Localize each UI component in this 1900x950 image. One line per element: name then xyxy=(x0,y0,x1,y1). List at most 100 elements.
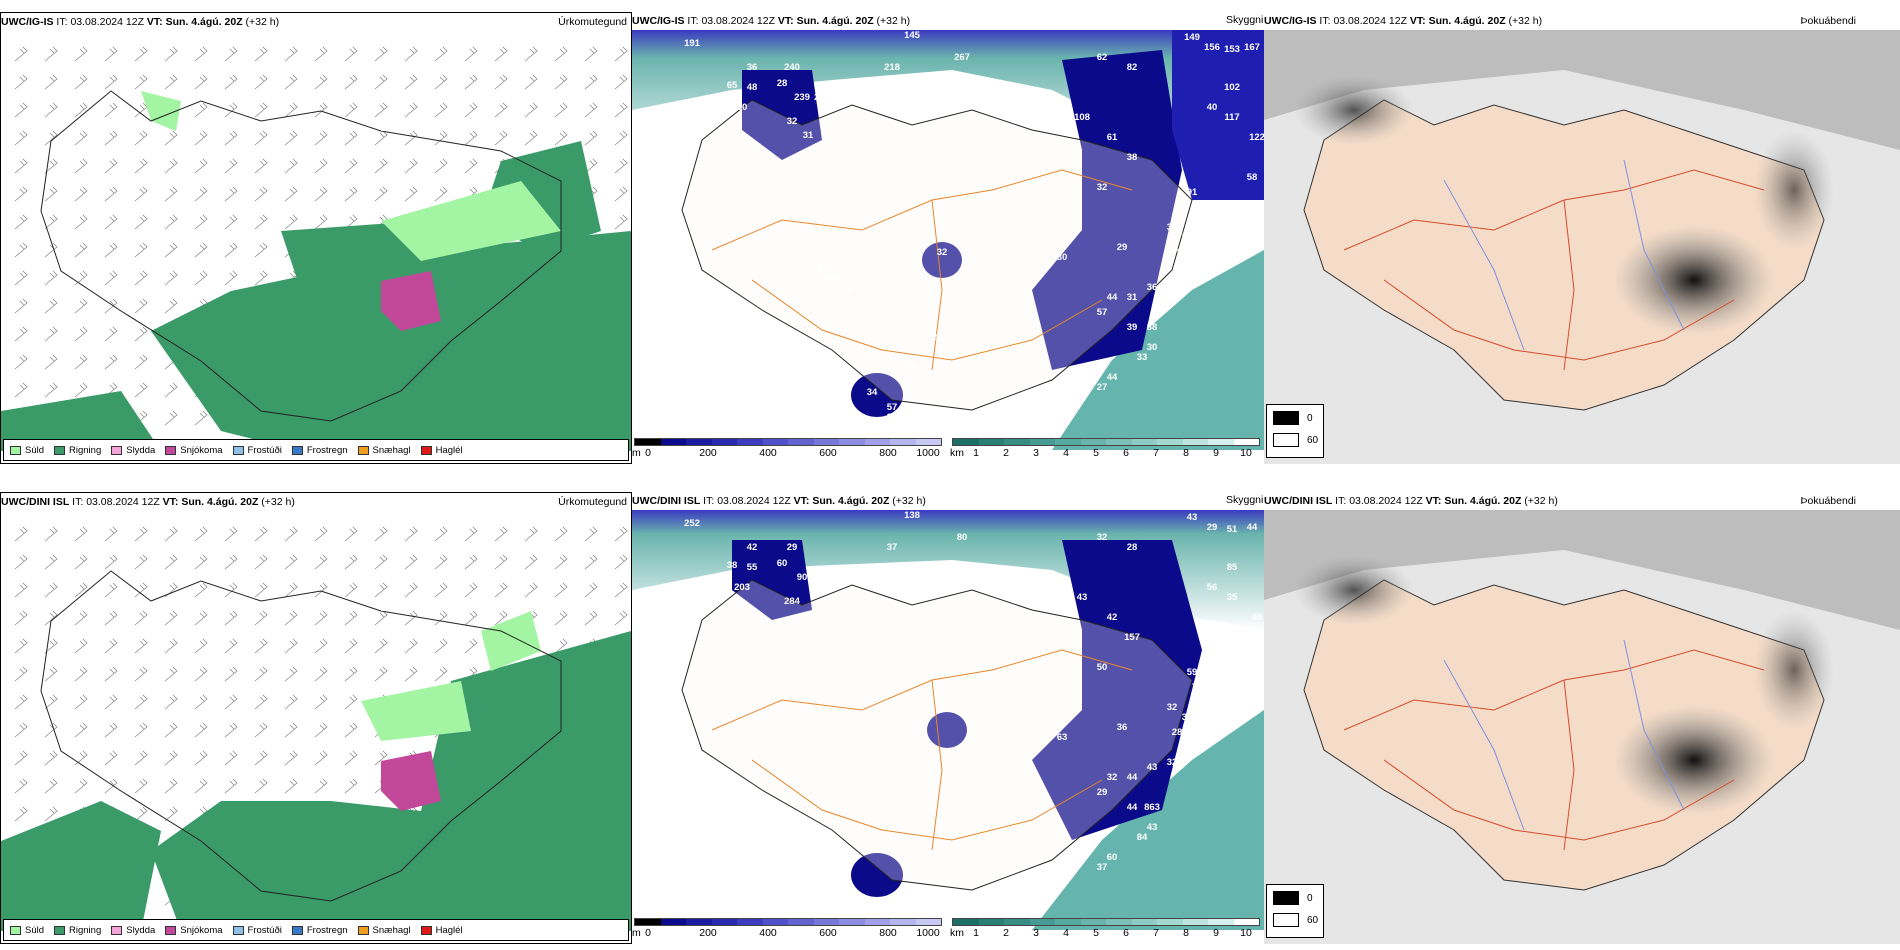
wind-barb-icon xyxy=(404,582,418,598)
wind-barb-icon xyxy=(14,666,28,682)
wind-barb-icon xyxy=(134,610,148,626)
cloudbase-label: 80 xyxy=(957,532,968,543)
fog-legend-label: 0 xyxy=(1307,412,1313,424)
wind-barb-icon xyxy=(224,666,238,682)
wind-barb-icon xyxy=(14,270,28,286)
visibility-tick: 10 xyxy=(1240,447,1252,459)
fog-legend-label: 0 xyxy=(1307,892,1313,904)
wind-barb-icon xyxy=(524,130,538,146)
wind-barb-icon xyxy=(224,526,238,542)
wind-barb-icon xyxy=(194,46,208,62)
wind-barb-icon xyxy=(434,638,448,654)
wind-barb-icon xyxy=(44,610,58,626)
wind-barb-icon xyxy=(344,750,358,766)
wind-barb-icon xyxy=(254,242,268,258)
cloudbase-label: 252 xyxy=(684,518,700,529)
cloudbase-label: 82 xyxy=(1127,62,1138,73)
cloudbase-label: 63 xyxy=(1057,732,1068,743)
wind-barb-icon xyxy=(44,526,58,542)
wind-barb-icon xyxy=(284,778,298,794)
fog-legend-label: 60 xyxy=(1307,434,1319,446)
vt-label: VT: xyxy=(1425,495,1442,507)
legend-swatch xyxy=(165,925,177,935)
wind-barb-icon xyxy=(284,610,298,626)
wind-barb-icon xyxy=(14,610,28,626)
wind-barb-icon xyxy=(524,582,538,598)
legend-item: Rigning xyxy=(54,925,101,936)
wind-barb-icon xyxy=(254,158,268,174)
cloudbase-label: 42 xyxy=(927,332,938,343)
cloudbase-label: 36 xyxy=(1147,282,1158,293)
wind-barb-icon xyxy=(164,130,178,146)
wind-barb-icon xyxy=(164,410,178,426)
cloudbase-label: 29 xyxy=(1097,787,1108,798)
vt-value: Sun. 4.ágú. 20Z xyxy=(165,16,243,28)
wind-barb-icon xyxy=(614,130,628,146)
wind-barb-icon xyxy=(194,242,208,258)
it-value: 03.08.2024 12Z xyxy=(717,495,791,507)
visibility-tick: 10 xyxy=(1240,927,1252,939)
cloudbase-label: 43 xyxy=(817,572,828,583)
cloudbase-scale-bar xyxy=(634,438,942,446)
wind-barb-icon xyxy=(44,186,58,202)
cloudbase-label: 28 xyxy=(777,78,788,89)
wind-barb-icon xyxy=(74,214,88,230)
wind-barb-icon xyxy=(194,410,208,426)
legend-swatch xyxy=(420,445,432,455)
wind-barb-icon xyxy=(14,46,28,62)
fog-legend-swatch xyxy=(1273,913,1299,927)
wind-barb-icon xyxy=(464,130,478,146)
wind-barb-icon xyxy=(374,666,388,682)
visibility-tick: 6 xyxy=(1123,447,1129,459)
wind-barb-icon xyxy=(284,214,298,230)
wind-barb-icon xyxy=(14,158,28,174)
wind-barb-icon xyxy=(44,326,58,342)
wind-barb-icon xyxy=(104,326,118,342)
wind-barb-icon xyxy=(464,158,478,174)
wind-barb-icon xyxy=(284,666,298,682)
wind-barb-icon xyxy=(524,526,538,542)
wind-barb-icon xyxy=(74,582,88,598)
visibility-tick: 2 xyxy=(1003,447,1009,459)
cloudbase-ticks: 0 200 400 600 800 1000 xyxy=(632,927,944,941)
wind-barb-icon xyxy=(134,326,148,342)
wind-barb-icon xyxy=(44,666,58,682)
wind-barb-icon xyxy=(134,242,148,258)
wind-barb-icon xyxy=(464,102,478,118)
wind-barb-icon xyxy=(164,158,178,174)
wind-barb-icon xyxy=(254,610,268,626)
wind-barb-icon xyxy=(44,102,58,118)
cloudbase-tick: 200 xyxy=(699,447,717,459)
visibility-unit: km xyxy=(950,447,964,459)
wind-barb-icon xyxy=(134,778,148,794)
wind-barb-icon xyxy=(164,270,178,286)
it-label: IT: xyxy=(1335,495,1347,507)
visibility-tick: 2 xyxy=(1003,927,1009,939)
model-name: UWC/IG-IS xyxy=(1264,15,1317,27)
wind-barb-icon xyxy=(104,214,118,230)
wind-barb-icon xyxy=(194,186,208,202)
wind-barb-icon xyxy=(194,694,208,710)
wind-barb-icon xyxy=(554,102,568,118)
wind-barb-icon xyxy=(554,130,568,146)
wind-barb-icon xyxy=(464,554,478,570)
wind-barb-icon xyxy=(344,526,358,542)
wind-barb-icon xyxy=(404,102,418,118)
wind-barb-icon xyxy=(524,554,538,570)
wind-barb-icon xyxy=(44,778,58,794)
wind-barb-icon xyxy=(584,74,598,90)
wind-barb-icon xyxy=(314,158,328,174)
cloudbase-label: 167 xyxy=(1244,42,1260,53)
wind-barb-icon xyxy=(284,750,298,766)
visibility-tick: 9 xyxy=(1213,447,1219,459)
wind-barb-icon xyxy=(134,694,148,710)
legend-item: Snæhagl xyxy=(357,925,411,936)
cloudbase-label: 61 xyxy=(817,262,828,273)
fog-legend-row: 0 xyxy=(1273,411,1313,425)
wind-barb-icon xyxy=(104,102,118,118)
wind-barb-icon xyxy=(344,554,358,570)
cloudbase-label: 35 xyxy=(1182,712,1193,723)
wind-barb-icon xyxy=(224,158,238,174)
cloudbase-label: 29 xyxy=(1117,242,1128,253)
legend-item: Súld xyxy=(10,925,44,936)
